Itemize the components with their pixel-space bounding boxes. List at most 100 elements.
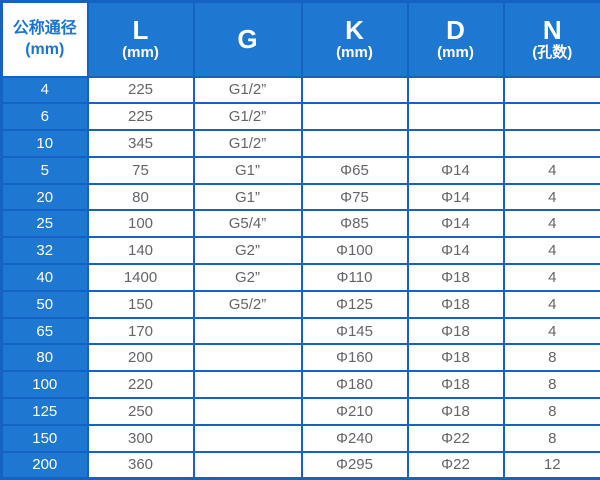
row-header-cell: 80 xyxy=(0,343,89,373)
column-header-D: D (mm) xyxy=(406,0,505,78)
table-row: 4 225 G1/2” xyxy=(0,75,600,105)
table-cell xyxy=(192,316,303,346)
table-cell: 8 xyxy=(502,397,600,426)
table-row: 125 250 Φ210 Φ18 8 xyxy=(0,397,600,426)
table-cell: G1/2” xyxy=(192,75,303,105)
header-row: 公称通径 (mm) L (mm) G K (mm) D (mm) xyxy=(0,0,600,78)
table-cell: 8 xyxy=(502,343,600,373)
row-header-cell: 5 xyxy=(0,155,89,185)
column-header-unit: (mm) xyxy=(122,44,159,62)
table-cell: Φ295 xyxy=(300,450,409,480)
table-cell: Φ22 xyxy=(406,450,505,480)
table-row: 32 140 G2” Φ100 Φ14 4 xyxy=(0,236,600,266)
row-header-cell: 200 xyxy=(0,450,89,480)
table-cell: 4 xyxy=(502,209,600,239)
table-cell: 4 xyxy=(502,316,600,346)
table-cell xyxy=(406,102,505,132)
column-header-label: L xyxy=(132,15,149,46)
table-cell: Φ75 xyxy=(300,182,409,212)
table-cell: 220 xyxy=(86,370,195,400)
row-header-cell: 150 xyxy=(0,423,89,453)
table-cell: Φ18 xyxy=(406,263,505,292)
table-cell: 150 xyxy=(86,289,195,319)
table-cell: 4 xyxy=(502,289,600,319)
table-cell: Φ18 xyxy=(406,397,505,426)
table-cell: 100 xyxy=(86,209,195,239)
column-header-label: 公称通径 xyxy=(12,20,77,38)
row-header-cell: 6 xyxy=(0,102,89,132)
table-cell xyxy=(192,450,303,480)
table-cell: 4 xyxy=(502,236,600,266)
table-cell: Φ240 xyxy=(300,423,409,453)
table-cell: 225 xyxy=(86,75,195,105)
table-row: 50 150 G5/2” Φ125 Φ18 4 xyxy=(0,289,600,319)
row-header-cell: 50 xyxy=(0,289,89,319)
table-cell xyxy=(406,75,505,105)
table-cell: Φ125 xyxy=(300,289,409,319)
table-row: 150 300 Φ240 Φ22 8 xyxy=(0,423,600,453)
table-header: 公称通径 (mm) L (mm) G K (mm) D (mm) xyxy=(0,0,600,78)
table-cell: Φ100 xyxy=(300,236,409,266)
table-row: 80 200 Φ160 Φ18 8 xyxy=(0,343,600,373)
table-cell xyxy=(192,343,303,373)
table-cell: G5/4” xyxy=(192,209,303,239)
table-row: 20 80 G1” Φ75 Φ14 4 xyxy=(0,182,600,212)
table-row: 10 345 G1/2” xyxy=(0,129,600,158)
column-header-L: L (mm) xyxy=(86,0,195,78)
table-cell: 12 xyxy=(502,450,600,480)
table-cell: 8 xyxy=(502,370,600,400)
table-cell: 250 xyxy=(86,397,195,426)
table-row: 6 225 G1/2” xyxy=(0,102,600,132)
table-cell xyxy=(502,102,600,132)
table-cell xyxy=(192,370,303,400)
table-cell: Φ18 xyxy=(406,343,505,373)
table-row: 100 220 Φ180 Φ18 8 xyxy=(0,370,600,400)
table-cell: G1” xyxy=(192,155,303,185)
table-cell xyxy=(192,423,303,453)
table-cell: Φ110 xyxy=(300,263,409,292)
table-cell xyxy=(406,129,505,158)
column-header-unit: (孔数) xyxy=(532,44,573,62)
table-cell: G5/2” xyxy=(192,289,303,319)
table-cell: 4 xyxy=(502,263,600,292)
row-header-cell: 20 xyxy=(0,182,89,212)
table-cell: 8 xyxy=(502,423,600,453)
table-cell xyxy=(502,129,600,158)
table-cell: G1” xyxy=(192,182,303,212)
table-cell: Φ18 xyxy=(406,316,505,346)
column-header-label: G xyxy=(237,24,258,55)
table-cell xyxy=(502,75,600,105)
table-cell: G2” xyxy=(192,263,303,292)
row-header-cell: 125 xyxy=(0,397,89,426)
table-cell: 300 xyxy=(86,423,195,453)
table-row: 200 360 Φ295 Φ22 12 xyxy=(0,450,600,480)
table-cell: Φ18 xyxy=(406,370,505,400)
row-header-cell: 100 xyxy=(0,370,89,400)
column-header-label: N xyxy=(542,15,562,46)
column-header-N: N (孔数) xyxy=(502,0,600,78)
table-cell: 360 xyxy=(86,450,195,480)
column-header-unit: (mm) xyxy=(25,41,65,59)
table-cell: Φ65 xyxy=(300,155,409,185)
column-header-K: K (mm) xyxy=(300,0,409,78)
table-cell: G2” xyxy=(192,236,303,266)
table-cell: Φ85 xyxy=(300,209,409,239)
table-cell: 225 xyxy=(86,102,195,132)
table-cell: G1/2” xyxy=(192,102,303,132)
table-cell xyxy=(300,129,409,158)
row-header-cell: 4 xyxy=(0,75,89,105)
table-cell: 80 xyxy=(86,182,195,212)
table-body: 4 225 G1/2” 6 225 G1/2” 10 345 G1/2” 5 75 G1” Φ65 Φ14… xyxy=(0,75,600,480)
table-cell xyxy=(300,75,409,105)
table-cell: 4 xyxy=(502,155,600,185)
table-row: 40 1400 G2” Φ110 Φ18 4 xyxy=(0,263,600,292)
table-row: 25 100 G5/4” Φ85 Φ14 4 xyxy=(0,209,600,239)
table-cell: 140 xyxy=(86,236,195,266)
row-header-cell: 10 xyxy=(0,129,89,158)
table-cell: Φ14 xyxy=(406,182,505,212)
column-header-G: G xyxy=(192,0,303,78)
column-header-label: D xyxy=(446,15,465,46)
table-cell: Φ14 xyxy=(406,236,505,266)
